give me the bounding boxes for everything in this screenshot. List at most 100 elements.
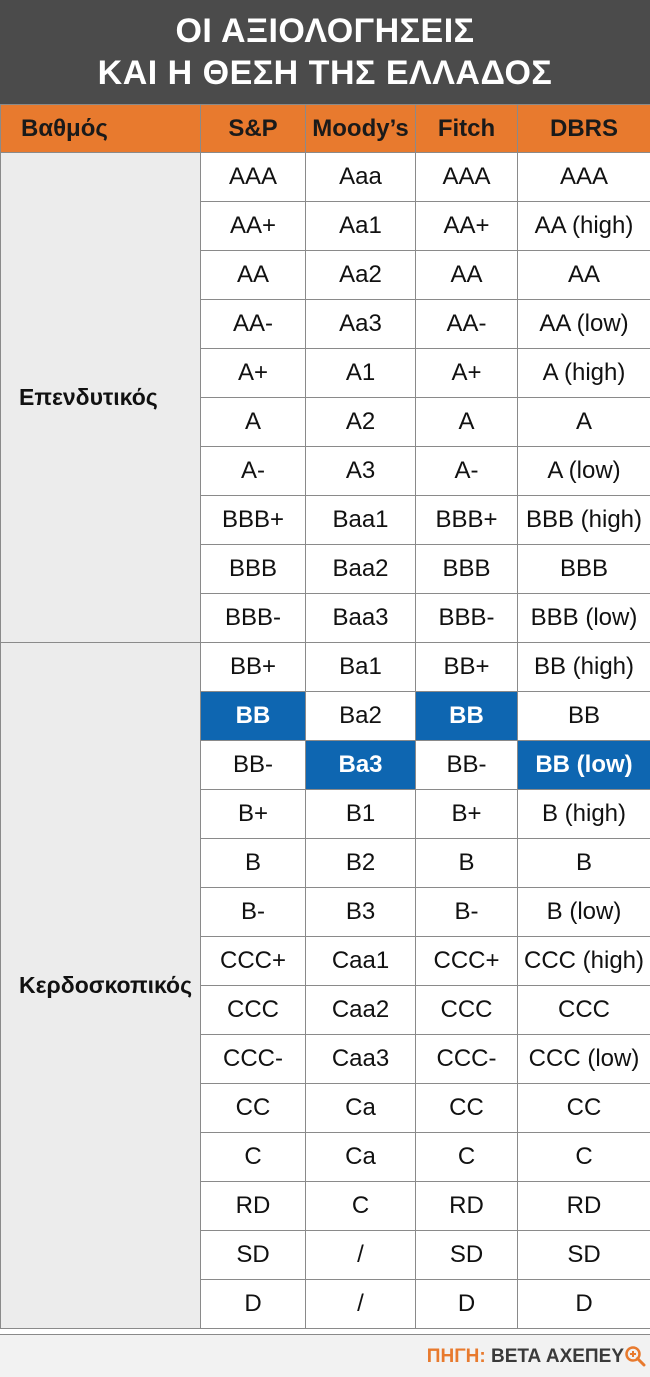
rating-cell-sp: B+ — [201, 790, 306, 839]
rating-cell-dbrs: AA (low) — [518, 300, 650, 349]
rating-cell-fitch: BBB+ — [416, 496, 518, 545]
rating-cell-moodys: B2 — [306, 839, 416, 888]
title-bar: ΟΙ ΑΞΙΟΛΟΓΗΣΕΙΣ ΚΑΙ Η ΘΕΣΗ ΤΗΣ ΕΛΛΑΔΟΣ — [0, 0, 650, 104]
rating-cell-sp: RD — [201, 1182, 306, 1231]
rating-cell-moodys: / — [306, 1231, 416, 1280]
rating-cell-moodys: A3 — [306, 447, 416, 496]
rating-cell-sp: AAA — [201, 153, 306, 202]
rating-cell-fitch: BB+ — [416, 643, 518, 692]
rating-cell-moodys: Caa3 — [306, 1035, 416, 1084]
rating-cell-moodys: Ba1 — [306, 643, 416, 692]
rating-cell-dbrs: CC — [518, 1084, 650, 1133]
rating-cell-sp: BB- — [201, 741, 306, 790]
rating-cell-fitch: D — [416, 1280, 518, 1329]
title-line-2: ΚΑΙ Η ΘΕΣΗ ΤΗΣ ΕΛΛΑΔΟΣ — [98, 52, 553, 94]
rating-cell-dbrs: A (low) — [518, 447, 650, 496]
rating-cell-sp: BBB+ — [201, 496, 306, 545]
header-dbrs: DBRS — [518, 105, 650, 153]
rating-cell-fitch: CCC- — [416, 1035, 518, 1084]
greece-rating-cell-sp: BB — [201, 692, 306, 741]
rating-cell-moodys: Aa3 — [306, 300, 416, 349]
rating-cell-dbrs: CCC — [518, 986, 650, 1035]
rating-cell-moodys: A1 — [306, 349, 416, 398]
rating-cell-sp: SD — [201, 1231, 306, 1280]
rating-cell-fitch: B- — [416, 888, 518, 937]
rating-cell-fitch: A+ — [416, 349, 518, 398]
rating-cell-fitch: CC — [416, 1084, 518, 1133]
rating-cell-dbrs: B — [518, 839, 650, 888]
rating-cell-moodys: Ba2 — [306, 692, 416, 741]
rating-cell-fitch: AAA — [416, 153, 518, 202]
rating-cell-dbrs: BBB (high) — [518, 496, 650, 545]
rating-cell-moodys: C — [306, 1182, 416, 1231]
rating-cell-fitch: CCC — [416, 986, 518, 1035]
rating-cell-dbrs: RD — [518, 1182, 650, 1231]
rating-cell-moodys: A2 — [306, 398, 416, 447]
rating-cell-sp: A — [201, 398, 306, 447]
rating-cell-moodys: Ca — [306, 1084, 416, 1133]
rating-cell-dbrs: BBB (low) — [518, 594, 650, 643]
rating-cell-dbrs: AA — [518, 251, 650, 300]
rating-cell-fitch: SD — [416, 1231, 518, 1280]
rating-cell-fitch: BBB — [416, 545, 518, 594]
rating-cell-sp: BBB — [201, 545, 306, 594]
rating-cell-moodys: Caa2 — [306, 986, 416, 1035]
rating-cell-moodys: Aa1 — [306, 202, 416, 251]
rating-cell-fitch: AA+ — [416, 202, 518, 251]
rating-cell-sp: B- — [201, 888, 306, 937]
rating-cell-dbrs: CCC (high) — [518, 937, 650, 986]
header-moodys: Moody’s — [306, 105, 416, 153]
rating-cell-dbrs: D — [518, 1280, 650, 1329]
greece-rating-cell-moodys: Ba3 — [306, 741, 416, 790]
rating-cell-dbrs: BB (high) — [518, 643, 650, 692]
rating-cell-sp: CCC+ — [201, 937, 306, 986]
source-text: ΠΗΓΗ: ΒΕΤΑ ΑΧΕΠΕΥ — [427, 1346, 624, 1368]
header-row: Βαθμός S&P Moody’s Fitch DBRS — [1, 105, 650, 153]
rating-cell-dbrs: A — [518, 398, 650, 447]
source-line: ΠΗΓΗ: ΒΕΤΑ ΑΧΕΠΕΥ — [0, 1334, 650, 1377]
rating-cell-dbrs: BB — [518, 692, 650, 741]
rating-cell-sp: AA+ — [201, 202, 306, 251]
rating-cell-sp: A+ — [201, 349, 306, 398]
greece-rating-cell-dbrs: BB (low) — [518, 741, 650, 790]
rating-cell-sp: CC — [201, 1084, 306, 1133]
rating-cell-fitch: B — [416, 839, 518, 888]
rating-cell-moodys: B3 — [306, 888, 416, 937]
rating-cell-sp: CCC — [201, 986, 306, 1035]
rating-cell-fitch: C — [416, 1133, 518, 1182]
source-value: ΒΕΤΑ ΑΧΕΠΕΥ — [491, 1346, 624, 1367]
rating-cell-moodys: Baa3 — [306, 594, 416, 643]
rating-cell-fitch: A- — [416, 447, 518, 496]
greece-rating-cell-fitch: BB — [416, 692, 518, 741]
zoom-icon[interactable] — [624, 1345, 646, 1367]
rating-cell-sp: AA — [201, 251, 306, 300]
rating-cell-fitch: B+ — [416, 790, 518, 839]
rating-cell-dbrs: BBB — [518, 545, 650, 594]
source-label: ΠΗΓΗ: — [427, 1346, 486, 1367]
rating-cell-sp: C — [201, 1133, 306, 1182]
rating-cell-moodys: / — [306, 1280, 416, 1329]
rating-cell-sp: D — [201, 1280, 306, 1329]
rating-cell-dbrs: C — [518, 1133, 650, 1182]
rating-cell-moodys: B1 — [306, 790, 416, 839]
header-grade: Βαθμός — [1, 105, 201, 153]
category-cell: Επενδυτικός — [1, 153, 201, 643]
rating-cell-moodys: Caa1 — [306, 937, 416, 986]
rating-cell-dbrs: SD — [518, 1231, 650, 1280]
ratings-table: Βαθμός S&P Moody’s Fitch DBRS Επενδυτικό… — [0, 104, 650, 1329]
rating-cell-fitch: CCC+ — [416, 937, 518, 986]
rating-cell-sp: A- — [201, 447, 306, 496]
rating-cell-moodys: Baa2 — [306, 545, 416, 594]
rating-cell-fitch: AA- — [416, 300, 518, 349]
header-fitch: Fitch — [416, 105, 518, 153]
rating-cell-fitch: AA — [416, 251, 518, 300]
rating-cell-dbrs: AAA — [518, 153, 650, 202]
title-line-1: ΟΙ ΑΞΙΟΛΟΓΗΣΕΙΣ — [175, 10, 474, 52]
rating-cell-dbrs: CCC (low) — [518, 1035, 650, 1084]
rating-cell-sp: CCC- — [201, 1035, 306, 1084]
rating-cell-fitch: BBB- — [416, 594, 518, 643]
header-sp: S&P — [201, 105, 306, 153]
